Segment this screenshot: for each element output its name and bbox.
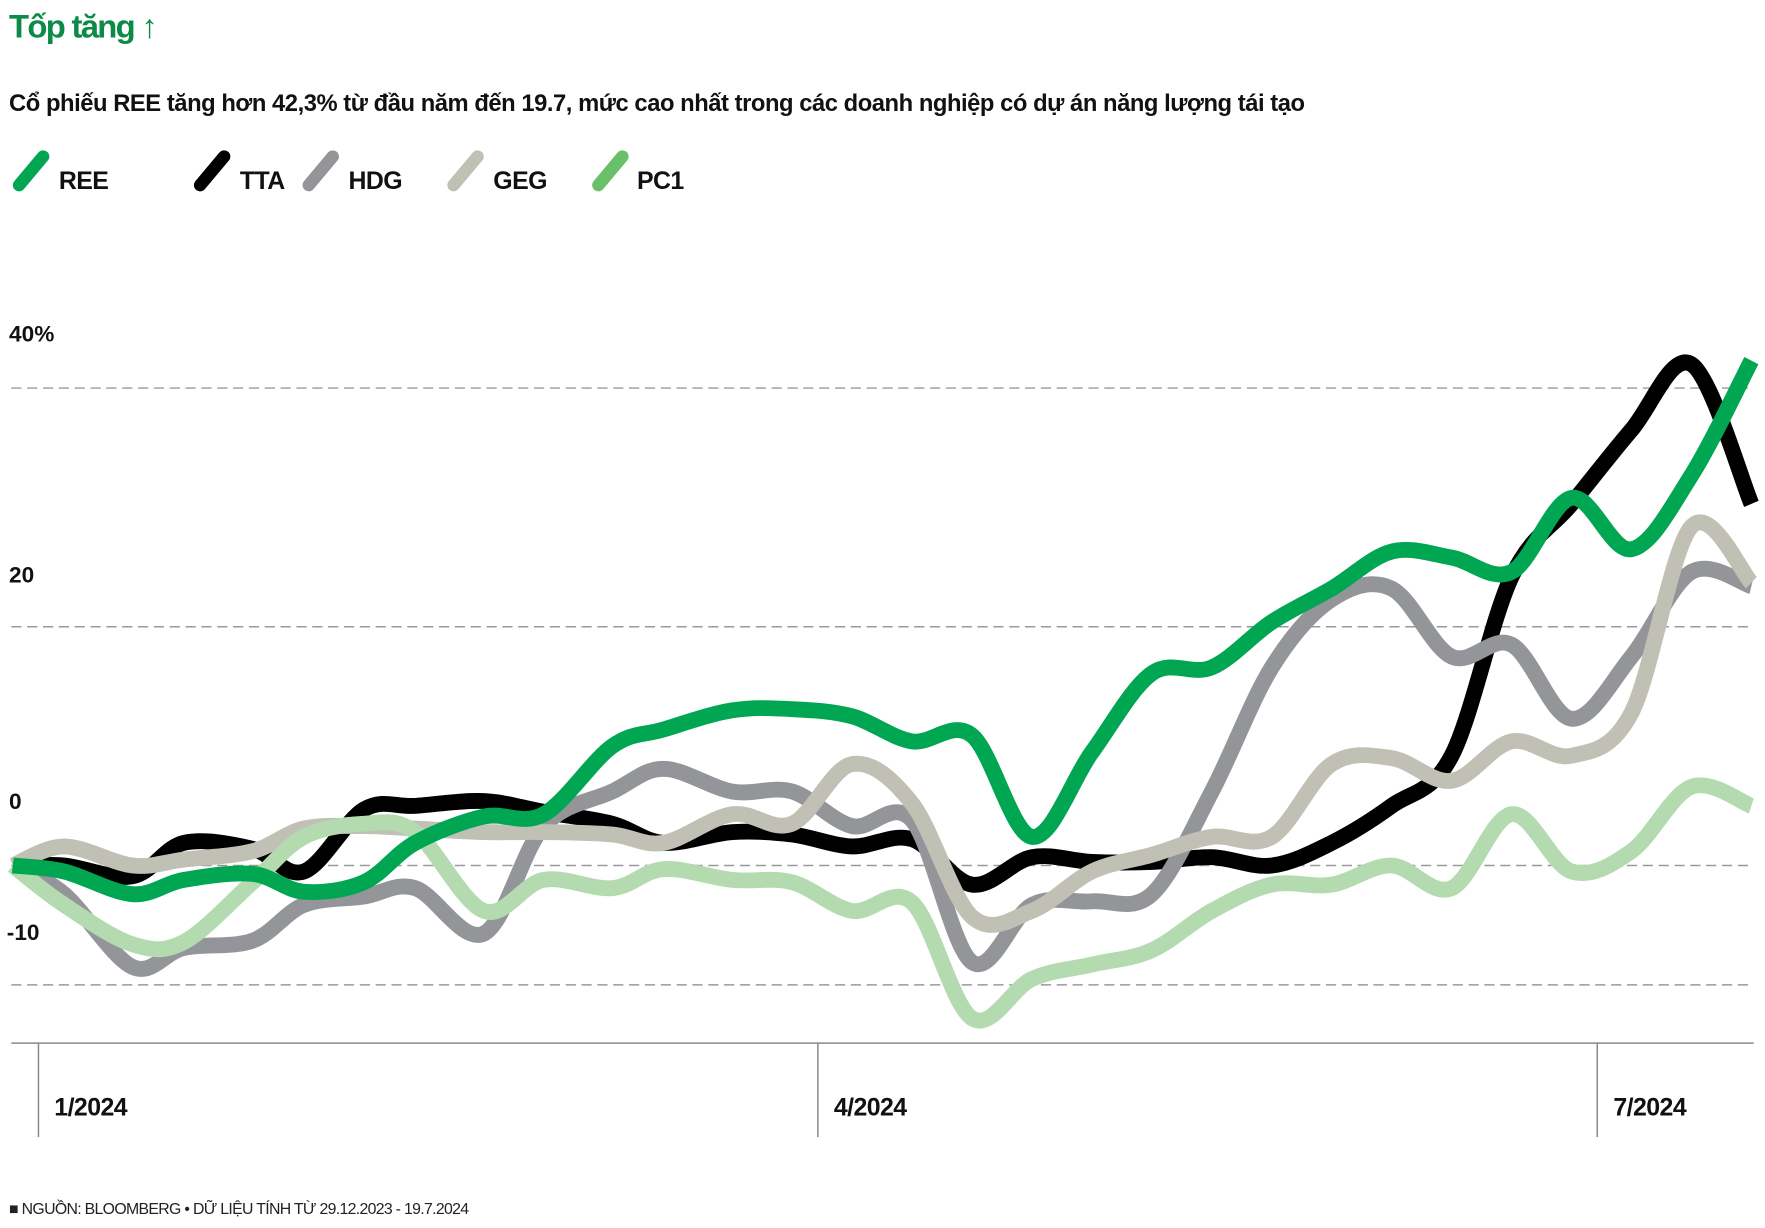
legend-label: PC1: [636, 166, 684, 195]
legend-label: TTA: [239, 166, 285, 195]
series-line-pc1: [7, 777, 1755, 1029]
source-note: ■ NGUỒN: BLOOMBERG • DỮ LIỆU TÍNH TỪ 29.…: [9, 1199, 469, 1218]
series-line-tta: [12, 354, 1759, 893]
series-line-ree: [11, 356, 1759, 903]
chart-title: Tốp tăng ↑: [9, 9, 158, 46]
x-tick-label: 4/2024: [833, 1092, 907, 1122]
chart-subtitle: Cổ phiếu REE tăng hơn 42,3% từ đầu năm đ…: [9, 90, 1305, 117]
y-tick-label: -10: [6, 920, 40, 946]
y-tick-label: 0: [9, 789, 22, 815]
y-tick-label: 40%: [9, 322, 55, 348]
legend-label: HDG: [348, 166, 403, 195]
legend-label: REE: [58, 166, 109, 195]
legend: REE TTA HDG GEG PC1: [0, 141, 792, 198]
x-tick-label: 1/2024: [54, 1092, 128, 1122]
x-tick-label: 7/2024: [1613, 1092, 1687, 1122]
y-tick-label: 20: [9, 563, 35, 589]
legend-label: GEG: [493, 166, 547, 195]
series-line-hdg: [8, 560, 1755, 977]
